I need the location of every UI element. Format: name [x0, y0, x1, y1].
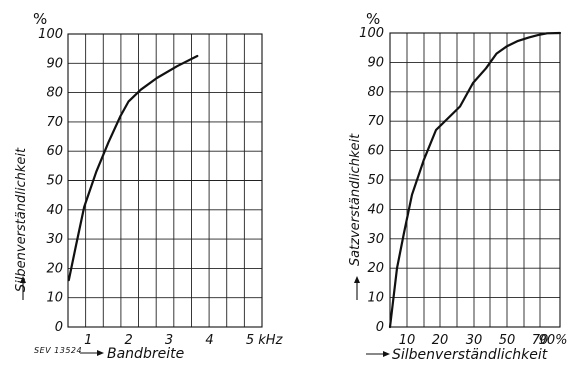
chart1-x-tick-label: 3 — [165, 333, 173, 348]
chart1-y-tick-label: 20 — [46, 261, 63, 276]
chart2-series-line — [388, 31, 562, 329]
chart1-y-tick-label: 40 — [46, 203, 63, 218]
chart2-x-tick-label: 90% — [539, 333, 568, 348]
chart2-y-tick-label: 0 — [376, 320, 384, 335]
chart2-y-tick-label: 90 — [367, 55, 384, 70]
chart1-x-tick-label: 1 — [84, 333, 92, 348]
chart2-y-tick-labels: 0 10 20 30 40 50 60 70 80 90 100 — [359, 26, 384, 335]
chart2-grid — [390, 33, 560, 327]
chart2-x-tick-label: 70 — [532, 333, 549, 348]
chart2-x-tick-label: 50 — [499, 333, 516, 348]
chart1-y-tick-label: 30 — [46, 232, 63, 247]
chart2-y-tick-label: 20 — [367, 261, 384, 276]
chart2-y-tick-label: 30 — [367, 232, 384, 247]
chart1-y-tick-label: 90 — [46, 56, 63, 71]
chart1-y-tick-label: 60 — [46, 144, 63, 159]
chart1-y-axis-label: Silbenverständlichkeit — [14, 147, 29, 292]
chart2-x-tick-label: 10 — [399, 333, 416, 348]
chart1-y-tick-label: 100 — [38, 27, 63, 42]
chart2-x-arrow — [366, 351, 390, 357]
chart2-y-arrow — [354, 276, 360, 300]
chart2-y-tick-label: 50 — [367, 173, 384, 188]
chart1-x-tick-labels: 1 2 3 4 5 kHz — [84, 333, 284, 348]
chart1-y-tick-labels: 0 10 20 30 40 50 60 70 80 90 100 — [38, 27, 63, 335]
chart2-y-tick-label: 80 — [367, 85, 384, 100]
chart-bandwidth: 0 10 20 30 40 50 60 70 80 90 100 1 2 3 4 5 kHz % Silbe… — [14, 10, 284, 362]
chart2-y-axis-label: Satzverständlichkeit — [348, 133, 363, 266]
chart1-grid — [68, 34, 262, 327]
chart1-x-tick-label: 5 kHz — [246, 333, 284, 348]
chart2-x-tick-label: 30 — [466, 333, 483, 348]
chart1-y-label-text: Silbenverständlichkeit — [14, 147, 29, 292]
chart2-y-tick-label: 40 — [367, 202, 384, 217]
chart2-y-tick-label: 10 — [367, 291, 384, 306]
chart1-y-tick-label: 10 — [46, 291, 63, 306]
chart1-y-tick-label: 50 — [46, 174, 63, 189]
chart2-plot-frame — [389, 32, 561, 328]
chart1-series-line — [67, 54, 199, 282]
chart1-x-axis-label: Bandbreite — [107, 346, 184, 362]
chart2-y-unit: % — [366, 10, 380, 28]
chart1-x-arrow — [80, 350, 104, 356]
chart2-y-tick-label: 70 — [367, 114, 384, 129]
figure-reference: SEV 13524 — [34, 346, 82, 355]
chart1-plot-frame — [67, 33, 263, 328]
chart1-y-tick-label: 70 — [46, 115, 63, 130]
chart2-y-label-text: Satzverständlichkeit — [348, 133, 363, 266]
chart1-y-arrow — [20, 276, 26, 300]
chart1-y-tick-label: 0 — [55, 320, 63, 335]
chart1-y-tick-label: 80 — [46, 86, 63, 101]
chart2-x-tick-label: 20 — [432, 333, 449, 348]
chart1-y-unit: % — [33, 10, 47, 28]
chart1-x-tick-label: 2 — [124, 333, 132, 348]
chart2-x-axis-label: Silbenverständlichkeit — [392, 347, 548, 363]
chart2-y-tick-label: 60 — [367, 144, 384, 159]
chart1-x-tick-label: 4 — [205, 333, 213, 348]
chart2-y-tick-label: 100 — [359, 26, 384, 41]
